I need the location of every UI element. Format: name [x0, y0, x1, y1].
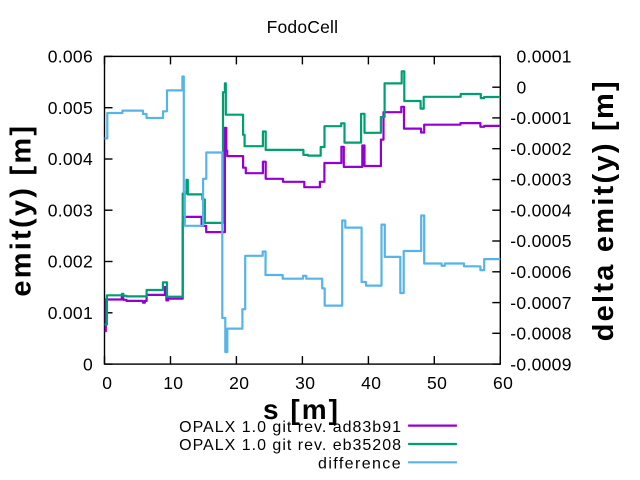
svg-text:0.0001: 0.0001	[517, 47, 572, 67]
svg-text:10: 10	[163, 373, 183, 393]
svg-text:-0.0007: -0.0007	[510, 293, 571, 313]
svg-text:-0.0009: -0.0009	[510, 354, 571, 374]
svg-text:FodoCell: FodoCell	[267, 17, 339, 37]
svg-text:difference: difference	[318, 456, 402, 473]
svg-text:0: 0	[517, 77, 527, 97]
svg-text:0: 0	[83, 354, 93, 374]
svg-text:0.002: 0.002	[48, 252, 93, 272]
svg-text:-0.0005: -0.0005	[510, 231, 571, 251]
svg-text:0.005: 0.005	[48, 98, 93, 118]
svg-text:0: 0	[102, 373, 112, 393]
svg-text:0.003: 0.003	[48, 200, 93, 220]
svg-text:s [m]: s [m]	[263, 394, 340, 425]
svg-text:20: 20	[229, 373, 249, 393]
svg-text:50: 50	[427, 373, 447, 393]
svg-text:40: 40	[361, 373, 381, 393]
svg-text:60: 60	[493, 373, 513, 393]
svg-text:-0.0002: -0.0002	[510, 139, 571, 159]
svg-text:OPALX 1.0 git rev. ad83b91: OPALX 1.0 git rev. ad83b91	[179, 419, 402, 436]
svg-text:0.006: 0.006	[48, 47, 93, 67]
svg-text:-0.0006: -0.0006	[510, 262, 571, 282]
svg-text:OPALX 1.0 git rev. eb35208: OPALX 1.0 git rev. eb35208	[179, 437, 402, 454]
svg-text:-0.0003: -0.0003	[510, 170, 571, 190]
svg-text:30: 30	[295, 373, 315, 393]
svg-text:0.001: 0.001	[48, 303, 93, 323]
svg-text:-0.0004: -0.0004	[510, 200, 571, 220]
svg-text:0.004: 0.004	[48, 149, 93, 169]
svg-text:-0.0001: -0.0001	[510, 108, 571, 128]
svg-text:delta emit(y) [m]: delta emit(y) [m]	[588, 79, 620, 341]
svg-text:-0.0008: -0.0008	[510, 324, 571, 344]
svg-text:emit(y) [m]: emit(y) [m]	[5, 124, 37, 297]
